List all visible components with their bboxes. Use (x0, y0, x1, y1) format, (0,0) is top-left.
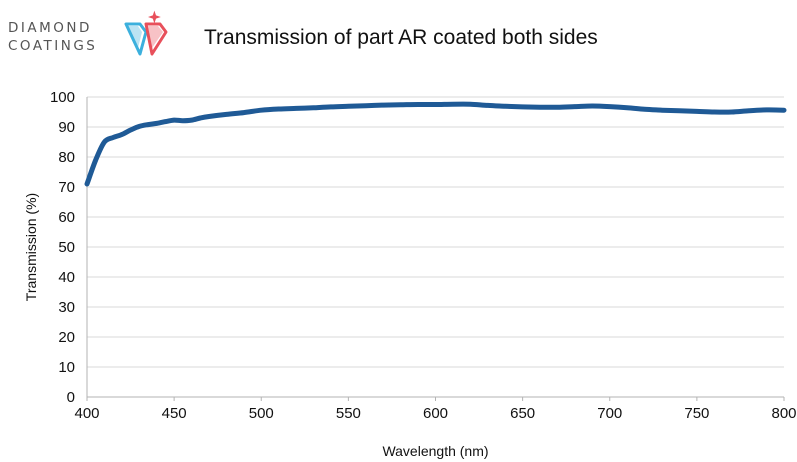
y-axis-label: Transmission (%) (23, 193, 39, 301)
y-tick-label: 20 (58, 329, 75, 346)
axes (86, 97, 785, 401)
data-series (84, 101, 787, 187)
y-tick-label: 10 (58, 359, 75, 376)
x-tick-label: 500 (249, 405, 274, 422)
x-axis-label: Wavelength (nm) (382, 443, 488, 459)
y-tick-label: 50 (58, 239, 75, 256)
x-tick-label: 400 (74, 405, 99, 422)
x-tick-label: 700 (597, 405, 622, 422)
x-tick-label: 550 (336, 405, 361, 422)
y-tick-label: 30 (58, 299, 75, 316)
logo-text-line-1: DIAMOND (8, 20, 92, 36)
transmission-series-line (84, 101, 787, 187)
y-tick-label: 60 (58, 209, 75, 226)
y-tick-label: 0 (67, 389, 75, 406)
y-tick-labels: 0 10 20 30 40 50 60 70 80 90 100 (50, 89, 75, 406)
diamond-coatings-logo: DIAMOND COATINGS (8, 10, 188, 60)
x-tick-label: 600 (423, 405, 448, 422)
x-tick-label: 800 (771, 405, 796, 422)
diamond-dc-logo-icon (124, 10, 168, 56)
y-tick-label: 100 (50, 89, 75, 106)
y-tick-label: 70 (58, 179, 75, 196)
y-tick-label: 90 (58, 119, 75, 136)
x-tick-label: 450 (162, 405, 187, 422)
y-tick-label: 40 (58, 269, 75, 286)
x-tick-label: 750 (684, 405, 709, 422)
logo-text-line-2: COATINGS (8, 38, 98, 54)
x-tick-labels: 400 450 500 550 600 650 700 750 800 (74, 405, 796, 422)
y-tick-label: 80 (58, 149, 75, 166)
gridlines (87, 96, 784, 368)
x-tick-label: 650 (510, 405, 535, 422)
chart-title: Transmission of part AR coated both side… (204, 26, 598, 49)
